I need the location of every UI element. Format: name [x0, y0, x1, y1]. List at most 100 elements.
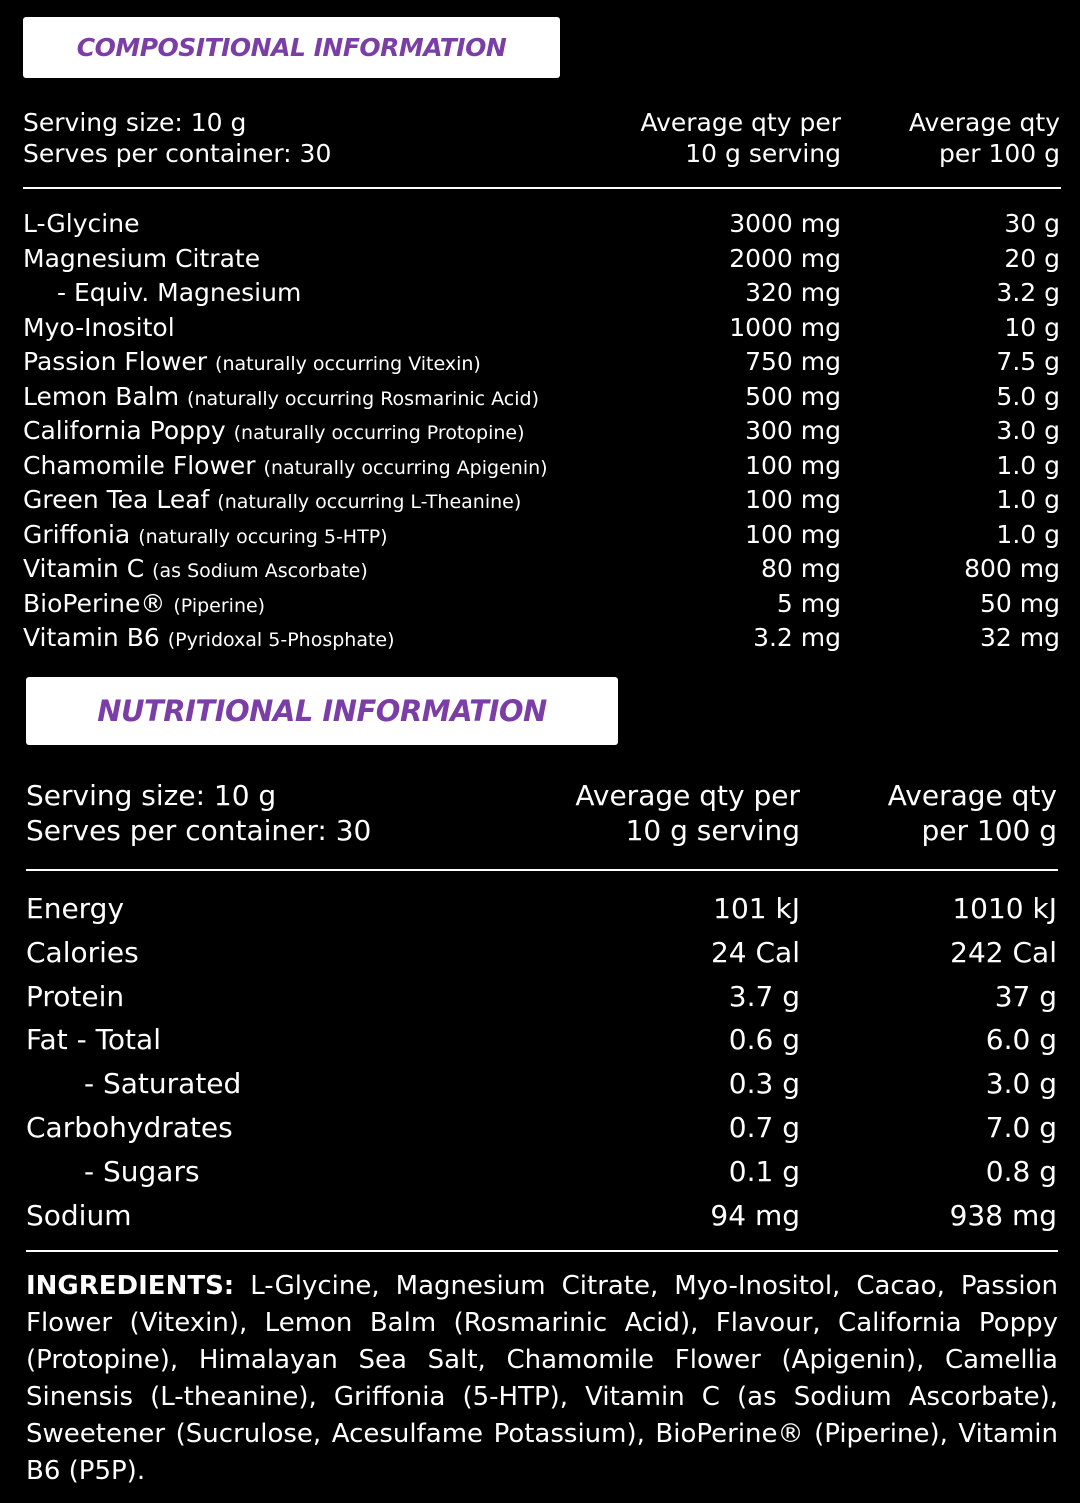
- row-name: Fat - Total: [26, 1018, 161, 1062]
- ingredient-note: (as Sodium Ascorbate): [152, 560, 368, 582]
- qty-per-serving: 0.3 g: [728, 1067, 800, 1101]
- column-header: per 100 g: [938, 139, 1060, 168]
- qty-per-serving: 1000 mg: [729, 312, 841, 342]
- title-box: COMPOSITIONAL INFORMATION: [23, 17, 560, 78]
- section-title: COMPOSITIONAL INFORMATION: [76, 33, 507, 62]
- row-name: L-Glycine: [23, 207, 139, 242]
- divider: [23, 187, 1061, 189]
- qty-per-serving: 101 kJ: [713, 892, 800, 925]
- qty-per-serving: 100 mg: [745, 519, 841, 549]
- column-header: 10 g serving: [625, 814, 800, 847]
- ingredient-name: Myo-Inositol: [23, 312, 175, 342]
- ingredient-note: (naturally occuring 5-HTP): [138, 525, 388, 548]
- qty-per-100g: 1010 kJ: [952, 892, 1057, 925]
- ingredient-note: (naturally occurring Protopine): [233, 422, 525, 444]
- ingredient-name: Energy: [26, 892, 125, 925]
- column-header: Average qty: [887, 779, 1057, 812]
- qty-per-serving: 500 mg: [745, 381, 841, 411]
- row-name: Griffonia (naturally occuring 5-HTP): [23, 518, 388, 555]
- qty-per-100g: 7.5 g: [996, 347, 1060, 376]
- row-name: Sodium: [26, 1194, 131, 1238]
- qty-per-100g: 32 mg: [980, 623, 1060, 652]
- ingredient-name: Vitamin B6: [23, 623, 160, 652]
- ingredient-name: Sodium: [26, 1198, 132, 1232]
- qty-per-100g: 1.0 g: [996, 485, 1060, 514]
- column-header: Average qty: [908, 108, 1060, 137]
- column-header: per 100 g: [921, 814, 1057, 847]
- qty-per-100g: 3.0 g: [985, 1067, 1057, 1101]
- row-name: Myo-Inositol: [23, 311, 175, 346]
- row-name: Magnesium Citrate: [23, 242, 260, 277]
- qty-per-100g: 10 g: [1004, 312, 1060, 342]
- section-title: NUTRITIONAL INFORMATION: [97, 694, 547, 728]
- qty-per-serving: 750 mg: [745, 347, 841, 376]
- serving-info: Serving size: 10 g: [23, 108, 247, 137]
- qty-per-100g: 1.0 g: [996, 519, 1060, 549]
- ingredient-name: Magnesium Citrate: [23, 243, 261, 273]
- qty-per-serving: 0.1 g: [728, 1154, 800, 1188]
- row-name: Calories: [26, 931, 139, 975]
- row-name: Green Tea Leaf (naturally occurring L-Th…: [23, 483, 521, 520]
- qty-per-serving: 100 mg: [745, 450, 841, 480]
- row-name: Vitamin B6 (Pyridoxal 5-Phosphate): [23, 621, 395, 658]
- qty-per-100g: 50 mg: [980, 588, 1060, 618]
- row-name: California Poppy (naturally occurring Pr…: [23, 414, 525, 451]
- qty-per-serving: 24 Cal: [710, 935, 800, 969]
- row-name: - Sugars: [84, 1150, 200, 1194]
- ingredient-name: Passion Flower: [23, 347, 208, 376]
- ingredient-name: California Poppy: [23, 416, 226, 445]
- qty-per-serving: 2000 mg: [729, 243, 841, 273]
- row-name: - Saturated: [84, 1062, 241, 1106]
- qty-per-100g: 3.2 g: [996, 278, 1060, 307]
- ingredient-name: - Saturated: [84, 1067, 242, 1101]
- qty-per-100g: 30 g: [1004, 209, 1060, 238]
- row-name: - Equiv. Magnesium: [57, 276, 301, 311]
- ingredient-name: Lemon Balm: [23, 381, 180, 411]
- ingredient-note: (naturally occurring L-Theanine): [217, 491, 522, 513]
- ingredient-name: Green Tea Leaf: [23, 485, 210, 514]
- qty-per-serving: 3.2 mg: [753, 623, 841, 652]
- row-name: Passion Flower (naturally occurring Vite…: [23, 345, 481, 382]
- qty-per-serving: 300 mg: [745, 416, 841, 445]
- qty-per-100g: 5.0 g: [996, 381, 1060, 411]
- qty-per-100g: 7.0 g: [985, 1111, 1057, 1144]
- ingredient-name: Carbohydrates: [26, 1111, 233, 1144]
- qty-per-100g: 37 g: [994, 979, 1057, 1013]
- column-header: Average qty per: [575, 779, 800, 812]
- qty-per-serving: 3000 mg: [729, 209, 841, 238]
- qty-per-serving: 100 mg: [745, 485, 841, 514]
- ingredient-name: Calories: [26, 935, 139, 969]
- ingredient-name: Protein: [26, 979, 125, 1013]
- qty-per-100g: 800 mg: [964, 554, 1060, 583]
- qty-per-100g: 938 mg: [949, 1198, 1057, 1232]
- ingredient-note: (Piperine): [173, 594, 266, 617]
- row-name: Lemon Balm (naturally occurring Rosmarin…: [23, 380, 539, 417]
- ingredient-note: (naturally occurring Apigenin): [263, 456, 548, 479]
- qty-per-100g: 242 Cal: [950, 935, 1057, 969]
- row-name: Energy: [26, 887, 124, 931]
- ingredient-note: (naturally occurring Rosmarinic Acid): [187, 387, 539, 410]
- title-box: NUTRITIONAL INFORMATION: [26, 677, 618, 745]
- qty-per-100g: 20 g: [1004, 243, 1060, 273]
- serving-info: Serves per container: 30: [23, 139, 332, 168]
- ingredient-name: Chamomile Flower: [23, 450, 256, 480]
- ingredients-label: INGREDIENTS:: [26, 1271, 235, 1301]
- qty-per-serving: 94 mg: [710, 1198, 800, 1232]
- serving-info: Serving size: 10 g: [26, 779, 277, 812]
- qty-per-100g: 3.0 g: [996, 416, 1060, 445]
- divider: [26, 1250, 1058, 1252]
- qty-per-serving: 0.6 g: [728, 1023, 800, 1057]
- ingredients: INGREDIENTS: L-Glycine, Magnesium Citrat…: [26, 1268, 1058, 1490]
- qty-per-100g: 0.8 g: [985, 1154, 1057, 1188]
- column-header: Average qty per: [640, 108, 841, 137]
- qty-per-serving: 80 mg: [761, 554, 841, 583]
- qty-per-100g: 1.0 g: [996, 450, 1060, 480]
- row-name: Vitamin C (as Sodium Ascorbate): [23, 552, 368, 589]
- ingredient-note: (naturally occurring Vitexin): [215, 353, 481, 375]
- qty-per-serving: 5 mg: [776, 588, 841, 618]
- ingredient-name: Griffonia: [23, 519, 131, 549]
- row-name: Chamomile Flower (naturally occurring Ap…: [23, 449, 548, 486]
- ingredient-name: - Sugars: [84, 1154, 200, 1188]
- qty-per-serving: 0.7 g: [728, 1111, 800, 1144]
